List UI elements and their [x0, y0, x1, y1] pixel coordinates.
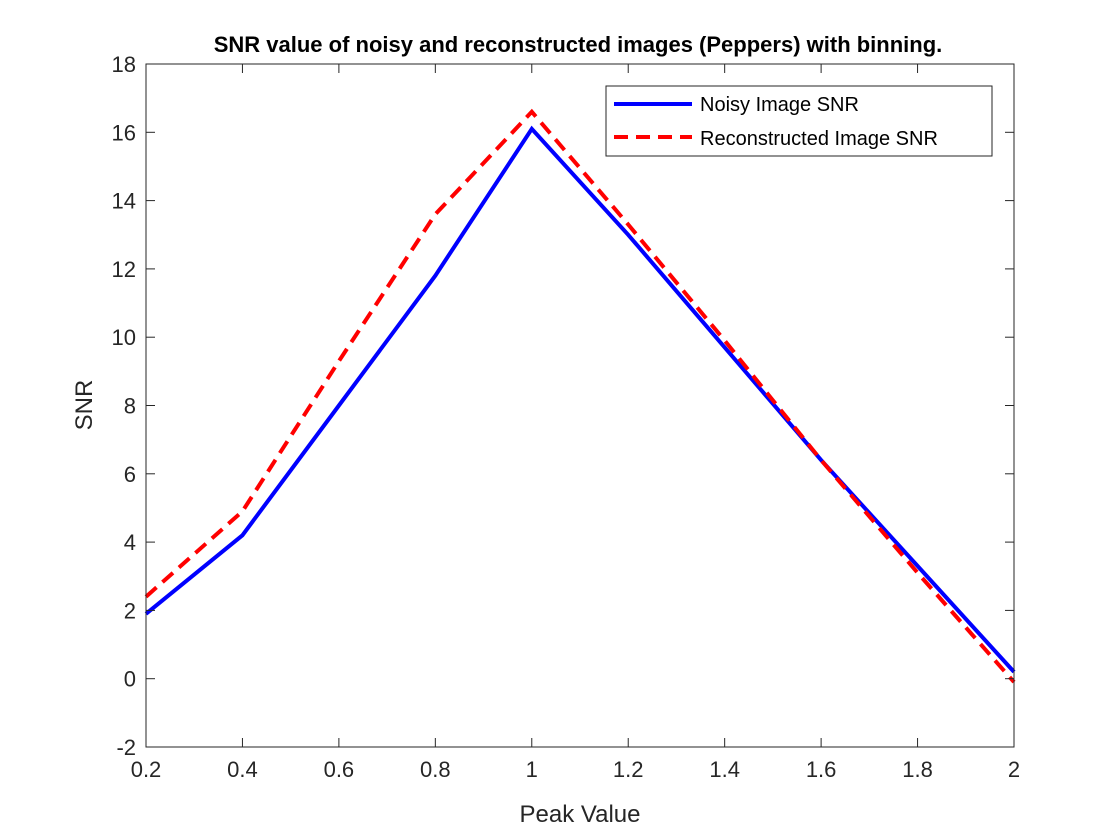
x-tick-label-0: 0.2	[131, 757, 162, 782]
y-tick-label-8: 14	[112, 189, 136, 214]
legend-label-reconstructed: Reconstructed Image SNR	[700, 128, 938, 150]
y-tick-label-7: 12	[112, 257, 136, 282]
x-tick-label-4: 1	[526, 757, 538, 782]
y-tick-label-3: 4	[124, 530, 136, 555]
x-tick-label-8: 1.8	[902, 757, 933, 782]
legend-box	[605, 85, 993, 157]
ticks-layer: 0.2 0.4 0.6 0.8 1 1.2 1.4 1.6 1.8 2 -2 0 2 4 6 8 10 12 14 1…	[112, 52, 1021, 782]
x-tick-label-6: 1.4	[709, 757, 740, 782]
y-tick-label-0: -2	[116, 735, 136, 760]
y-tick-label-6: 10	[112, 325, 136, 350]
series-line-1	[144, 108, 1016, 684]
x-tick-label-2: 0.6	[324, 757, 355, 782]
x-axis-label: Peak Value	[520, 801, 641, 828]
y-tick-label-10: 18	[112, 52, 136, 77]
x-tick-label-3: 0.8	[420, 757, 451, 782]
series-line-0	[144, 125, 1016, 674]
x-tick-label-7: 1.6	[806, 757, 837, 782]
y-tick-label-9: 16	[112, 120, 136, 145]
y-tick-label-4: 6	[124, 462, 136, 487]
x-tick-label-9: 2	[1008, 757, 1020, 782]
legend: Noisy Image SNR Reconstructed Image SNR	[605, 85, 993, 157]
y-tick-label-5: 8	[124, 394, 136, 419]
legend-label-noisy: Noisy Image SNR	[700, 94, 859, 116]
y-tick-label-2: 2	[124, 598, 136, 623]
x-tick-label-1: 0.4	[227, 757, 258, 782]
y-axis-label: SNR	[71, 380, 98, 431]
x-tick-label-5: 1.2	[613, 757, 644, 782]
chart-title: SNR value of noisy and reconstructed ima…	[214, 32, 943, 57]
y-tick-label-1: 0	[124, 667, 136, 692]
plot-area	[146, 64, 1014, 747]
